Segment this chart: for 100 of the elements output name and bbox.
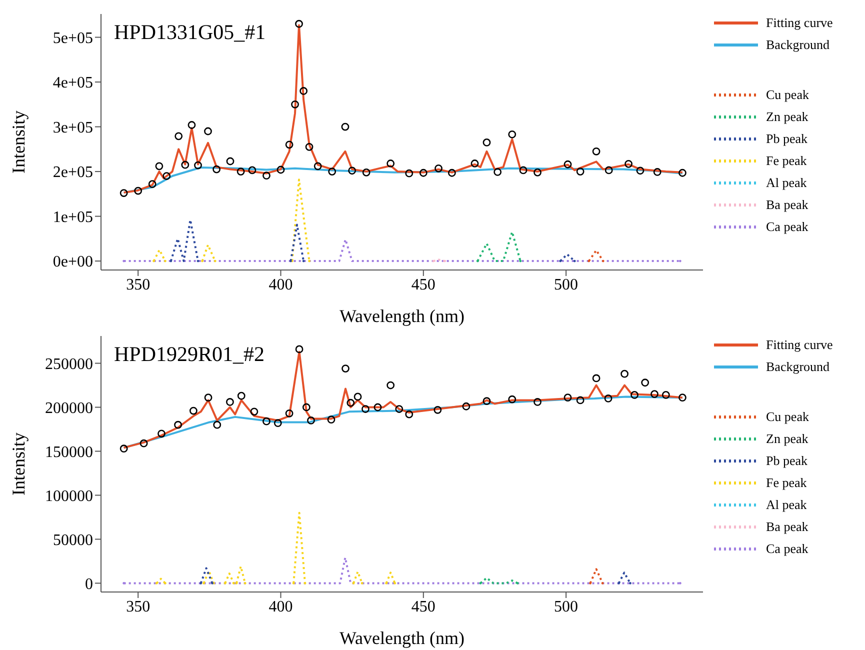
point (162, 172, 171, 180)
point (386, 381, 395, 390)
point (678, 168, 686, 177)
point (624, 160, 632, 168)
x-tick-label: 350 (126, 598, 150, 616)
legend-label: Zn peak (766, 109, 808, 125)
legend-label: Ca peak (766, 541, 808, 557)
point (134, 186, 142, 195)
point (212, 165, 220, 174)
legend-label: Background (766, 37, 830, 53)
point (508, 395, 516, 404)
y-tick-label: 2e+05 (52, 164, 93, 182)
x-tick-label: 450 (411, 598, 436, 616)
point (291, 100, 299, 108)
point (341, 122, 350, 131)
point (226, 398, 234, 406)
point (236, 168, 245, 176)
point (405, 410, 414, 418)
point (226, 157, 234, 166)
chart-title: HPD1929R01_#2 (114, 342, 265, 367)
point (448, 168, 456, 177)
point (576, 168, 584, 176)
y-tick-label: 3e+05 (52, 119, 93, 136)
point (650, 390, 658, 398)
point (678, 394, 686, 402)
point (342, 364, 350, 372)
point (285, 409, 294, 418)
point (419, 168, 428, 177)
point (237, 392, 246, 400)
legend-label: Ba peak (766, 197, 808, 213)
point (354, 392, 362, 401)
point (519, 166, 528, 174)
legend-label: Ba peak (766, 519, 808, 535)
point (204, 394, 212, 402)
point (470, 160, 479, 168)
legend-label: Pb peak (766, 131, 808, 147)
point (362, 168, 370, 176)
point (534, 168, 542, 176)
legend-label: Al peak (766, 175, 807, 191)
y-tick-label: 0e+00 (52, 254, 93, 271)
point (262, 417, 270, 426)
point (274, 419, 282, 428)
legend-label: Cu peak (766, 409, 809, 425)
x-axis-title: Wavelength (nm) (339, 306, 465, 326)
point (189, 406, 198, 415)
point (248, 166, 256, 174)
x-axis-title: Wavelength (nm) (339, 628, 465, 648)
y-tick-label: 150000 (45, 444, 93, 461)
point (564, 160, 572, 168)
y-tick-label: 50000 (53, 532, 93, 549)
point (194, 161, 202, 170)
point (155, 162, 164, 170)
point (295, 20, 303, 28)
point (576, 396, 584, 404)
point (494, 168, 502, 176)
x-tick-label: 450 (411, 276, 436, 294)
point (374, 403, 382, 412)
legend-label: Cu peak (766, 87, 809, 103)
point (592, 147, 600, 156)
point (395, 405, 404, 413)
point (158, 430, 166, 438)
point (250, 408, 258, 416)
point (305, 142, 314, 151)
point (328, 168, 336, 176)
legend-label: Al peak (766, 497, 807, 513)
y-axis-title: Intensity (8, 110, 28, 174)
legend-label: Fe peak (766, 153, 807, 169)
point (604, 166, 613, 174)
x-tick-label: 500 (554, 598, 578, 616)
point (174, 420, 182, 429)
point (482, 397, 491, 406)
point (314, 162, 322, 170)
point (564, 394, 572, 402)
y-tick-label: 100000 (45, 488, 93, 505)
legend-label: Fe peak (766, 475, 807, 491)
chart-title: HPD1331G05_#1 (114, 20, 266, 45)
y-tick-label: 200000 (45, 400, 93, 417)
point (346, 398, 355, 407)
point (641, 378, 650, 387)
point (327, 416, 336, 424)
point (181, 160, 190, 169)
point (604, 394, 612, 402)
legend-label: Ca peak (766, 219, 808, 235)
point (188, 121, 196, 129)
point (462, 402, 470, 410)
point (636, 166, 644, 175)
point (307, 416, 315, 424)
y-tick-label: 1e+05 (52, 208, 93, 226)
point (302, 403, 310, 412)
legend-label: Fitting curve (766, 337, 833, 353)
point (592, 374, 600, 382)
point (508, 130, 516, 138)
legend-label: Zn peak (766, 431, 808, 447)
point (120, 444, 128, 453)
point (482, 138, 491, 146)
point (405, 169, 414, 178)
point (262, 172, 270, 180)
point (285, 140, 294, 149)
point (630, 390, 638, 399)
point (534, 398, 542, 406)
